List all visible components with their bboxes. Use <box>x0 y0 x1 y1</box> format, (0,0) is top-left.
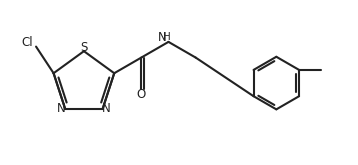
Text: N: N <box>158 31 167 44</box>
Text: H: H <box>164 32 171 42</box>
Text: O: O <box>137 88 146 101</box>
Text: N: N <box>57 102 66 115</box>
Text: S: S <box>80 41 88 54</box>
Text: N: N <box>102 102 111 115</box>
Text: Cl: Cl <box>22 36 33 49</box>
